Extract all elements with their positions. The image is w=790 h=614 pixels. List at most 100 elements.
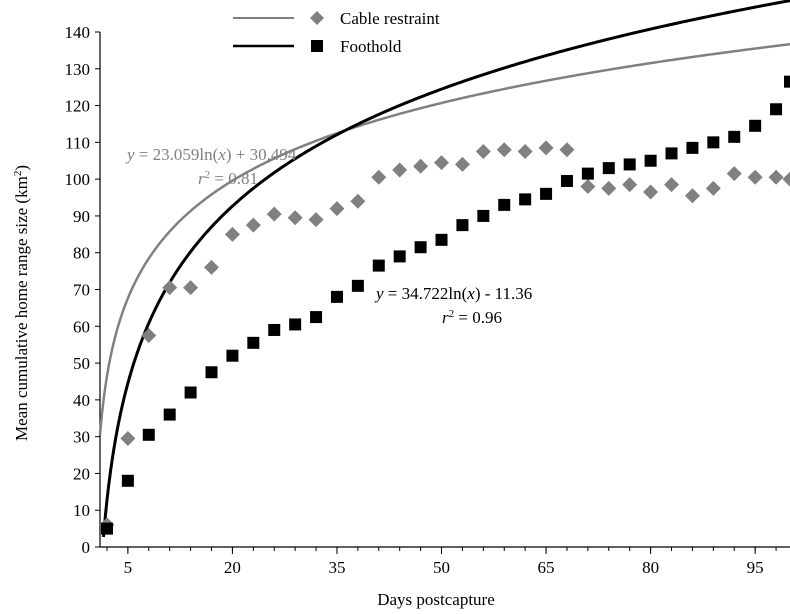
data-point-cable (748, 170, 763, 185)
data-point-foothold (784, 76, 790, 88)
eq-foothold-tail: ) - 11.36 (475, 284, 532, 303)
data-point-cable (727, 166, 742, 181)
data-point-foothold (373, 260, 385, 272)
data-point-cable (476, 144, 491, 159)
x-tick-label: 65 (538, 558, 555, 577)
data-point-cable (288, 210, 303, 225)
data-point-foothold (185, 387, 197, 399)
x-tick-label: 35 (328, 558, 345, 577)
equation-foothold-r2: r2 = 0.96 (442, 308, 502, 327)
legend-marker-cable (310, 11, 324, 25)
equation-cable-formula: y = 23.059ln(x) + 30.494 (125, 145, 297, 164)
data-point-cable (518, 144, 533, 159)
data-point-foothold (247, 337, 259, 349)
data-point-foothold (686, 142, 698, 154)
x-tick-label: 50 (433, 558, 450, 577)
data-point-foothold (310, 311, 322, 323)
data-point-cable (350, 194, 365, 209)
data-point-cable (204, 260, 219, 275)
eq-foothold-mid: = 34.722ln( (384, 284, 468, 303)
y-tick-label: 130 (65, 60, 91, 79)
data-point-cable (783, 172, 790, 187)
data-point-cable (329, 201, 344, 216)
y-tick-label: 20 (73, 464, 90, 483)
y-tick-label: 50 (73, 354, 90, 373)
data-point-cable (246, 218, 261, 233)
y-tick-label: 10 (73, 501, 90, 520)
data-point-foothold (143, 429, 155, 441)
data-point-foothold (289, 318, 301, 330)
data-point-cable (371, 170, 386, 185)
y-tick-label: 40 (73, 391, 90, 410)
data-point-cable (413, 159, 428, 174)
y-tick-label: 110 (65, 133, 90, 152)
data-point-foothold (331, 291, 343, 303)
data-point-cable (120, 431, 135, 446)
data-point-foothold (268, 324, 280, 336)
data-point-foothold (101, 523, 113, 535)
data-point-foothold (666, 147, 678, 159)
data-point-foothold (477, 210, 489, 222)
data-point-foothold (645, 155, 657, 167)
y-axis-title: Mean cumulative home range size (km2) (12, 165, 31, 441)
data-point-cable (706, 181, 721, 196)
eq-foothold-y-var: y (374, 284, 384, 303)
eq-foothold-r-tail: = 0.96 (454, 308, 502, 327)
equation-cable-r2: r2 = 0.81 (198, 169, 258, 188)
data-point-foothold (436, 234, 448, 246)
equation-foothold-formula: y = 34.722ln(x) - 11.36 (374, 284, 532, 303)
eq-cable-tail: ) + 30.494 (226, 145, 297, 164)
data-point-foothold (770, 103, 782, 115)
data-point-cable (601, 181, 616, 196)
y-tick-label: 80 (73, 244, 90, 263)
data-point-cable (141, 328, 156, 343)
data-point-foothold (122, 475, 134, 487)
data-point-foothold (456, 219, 468, 231)
data-point-cable (225, 227, 240, 242)
legend-label-foothold: Foothold (340, 37, 402, 56)
data-point-foothold (707, 136, 719, 148)
y-tick-label: 90 (73, 207, 90, 226)
data-point-cable (622, 177, 637, 192)
y-axis-title-main: Mean cumulative home range size (km (12, 176, 31, 441)
x-tick-label: 95 (747, 558, 764, 577)
fit-lines (100, 1, 790, 537)
data-point-cable (559, 142, 574, 157)
data-point-cable (685, 188, 700, 203)
x-tick-label: 80 (642, 558, 659, 577)
data-point-foothold (415, 241, 427, 253)
data-point-cable (580, 179, 595, 194)
y-tick-label: 140 (65, 23, 91, 42)
data-point-cable (539, 140, 554, 155)
data-point-cable (664, 177, 679, 192)
x-axis-title: Days postcapture (377, 590, 495, 609)
data-point-cable (455, 157, 470, 172)
data-point-cable (434, 155, 449, 170)
y-tick-label: 60 (73, 317, 90, 336)
legend-label-cable: Cable restraint (340, 9, 440, 28)
y-tick-label: 30 (73, 428, 90, 447)
data-point-foothold (728, 131, 740, 143)
y-tick-label: 70 (73, 281, 90, 300)
legend-marker-foothold (311, 40, 323, 52)
data-point-foothold (624, 158, 636, 170)
equation-foothold: y = 34.722ln(x) - 11.36 r2 = 0.96 (374, 284, 532, 327)
data-point-cable (392, 162, 407, 177)
data-point-foothold (603, 162, 615, 174)
eq-cable-mid: = 23.059ln( (135, 145, 219, 164)
data-point-foothold (206, 366, 218, 378)
data-point-foothold (352, 280, 364, 292)
y-tick-label: 120 (65, 97, 91, 116)
data-point-cable (497, 142, 512, 157)
eq-cable-r-tail: = 0.81 (210, 169, 258, 188)
data-point-foothold (582, 168, 594, 180)
eq-cable-y-var: y (125, 145, 135, 164)
y-tick-label: 100 (65, 170, 91, 189)
data-point-cable (643, 185, 658, 200)
data-point-foothold (498, 199, 510, 211)
data-point-foothold (749, 120, 761, 132)
data-point-foothold (226, 350, 238, 362)
